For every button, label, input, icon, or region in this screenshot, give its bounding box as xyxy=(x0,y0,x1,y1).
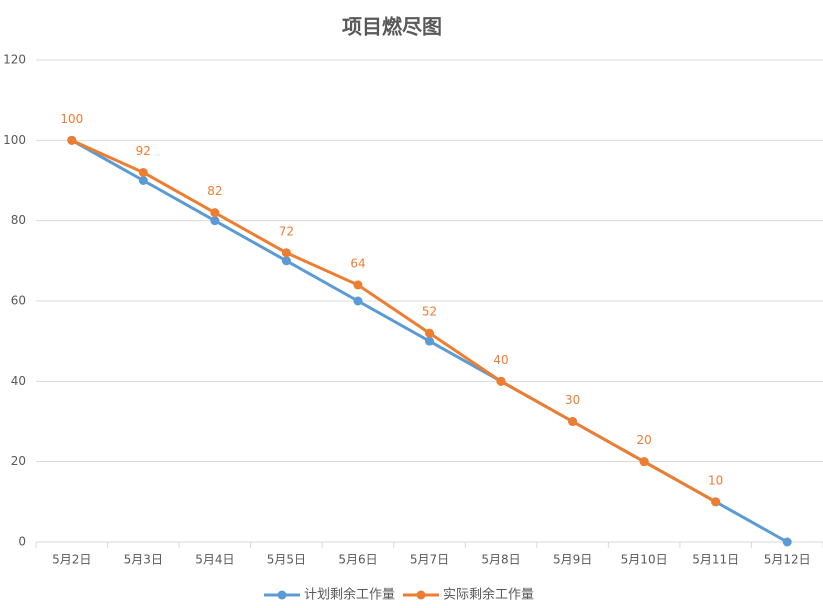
point xyxy=(281,248,291,258)
legend-marker xyxy=(416,590,426,600)
x-tick-label: 5月4日 xyxy=(195,553,234,567)
point xyxy=(138,167,148,177)
x-tick-label: 5月10日 xyxy=(621,553,668,567)
x-tick-label: 5月3日 xyxy=(124,553,163,567)
x-tick-label: 5月11日 xyxy=(692,553,739,567)
point xyxy=(639,457,649,467)
point xyxy=(353,280,363,290)
y-tick-label: 60 xyxy=(11,294,26,308)
point xyxy=(425,328,434,338)
x-tick-label: 5月6日 xyxy=(338,553,377,567)
data-label: 64 xyxy=(350,256,365,270)
y-tick-label: 120 xyxy=(3,53,26,67)
data-label: 82 xyxy=(207,184,222,198)
point xyxy=(496,376,506,386)
point xyxy=(425,336,434,346)
y-tick-label: 20 xyxy=(11,454,26,468)
x-tick-label: 5月2日 xyxy=(52,553,91,567)
point xyxy=(138,176,148,185)
point xyxy=(210,216,220,226)
legend: 计划剩余工作量 实际剩余工作量 xyxy=(264,587,534,603)
y-tick-label: 80 xyxy=(11,213,26,227)
legend-marker xyxy=(277,590,287,600)
point xyxy=(568,417,578,426)
x-tick-label: 5月5日 xyxy=(267,553,306,567)
data-label: 92 xyxy=(136,144,151,158)
data-label: 10 xyxy=(708,473,723,487)
data-label: 72 xyxy=(279,224,294,238)
legend-label: 计划剩余工作量 xyxy=(304,587,395,603)
point xyxy=(67,135,77,145)
x-tick-label: 5月9日 xyxy=(553,553,592,567)
point xyxy=(782,537,792,547)
x-tick-label: 5月8日 xyxy=(481,553,520,567)
point xyxy=(711,497,721,507)
data-label: 30 xyxy=(565,393,580,407)
x-tick-label: 5月7日 xyxy=(410,553,449,567)
y-tick-label: 40 xyxy=(11,374,26,388)
data-label: 20 xyxy=(636,433,651,447)
data-label: 100 xyxy=(60,112,83,126)
y-tick-label: 100 xyxy=(3,133,26,147)
series-line xyxy=(71,138,717,504)
point xyxy=(281,256,291,266)
legend-label: 实际剩余工作量 xyxy=(443,587,534,603)
point xyxy=(353,296,363,306)
x-tick-label: 5月12日 xyxy=(764,553,811,567)
data-label: 40 xyxy=(493,353,508,367)
y-tick-label: 0 xyxy=(18,535,26,549)
point xyxy=(210,208,220,218)
chart-title: 项目燃尽图 xyxy=(342,15,442,39)
data-label: 52 xyxy=(422,305,437,319)
